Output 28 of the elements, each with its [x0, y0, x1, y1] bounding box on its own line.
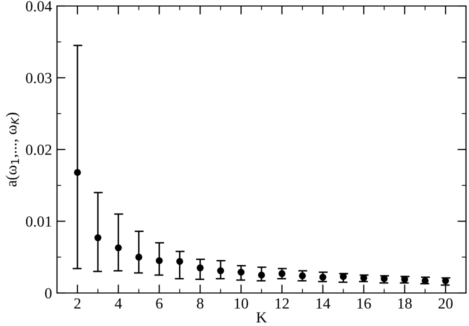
point	[340, 273, 347, 280]
point	[135, 254, 142, 261]
point	[217, 267, 224, 274]
y-tick-label: 0.02	[26, 144, 52, 156]
point	[74, 168, 81, 176]
point	[196, 264, 204, 272]
x-tick-label: 16	[357, 298, 371, 309]
y-tick-label: 0.04	[26, 1, 52, 12]
point	[94, 234, 102, 242]
x-tick-label: 18	[398, 298, 412, 309]
x-tick-label: 10	[234, 298, 248, 309]
point	[114, 244, 122, 252]
x-tick-label: 14	[316, 298, 330, 308]
point	[238, 268, 245, 276]
point	[156, 257, 163, 264]
x-tick-label: 12	[276, 298, 289, 308]
point	[176, 258, 184, 265]
y-tick-label: 0.01	[26, 216, 52, 227]
y-tick-label: 0	[45, 288, 52, 298]
x-tick-label: 2	[74, 298, 80, 308]
x-tick-label: 4	[114, 298, 122, 308]
y-axis-title: a(ω$_{1}$,..., ω$_{K}$)	[6, 112, 20, 186]
x-tick-label: 20	[438, 298, 453, 309]
y-tick-label: 0.03	[26, 72, 52, 84]
x-tick-label: 8	[196, 298, 204, 309]
x-axis-title: K	[256, 312, 267, 322]
x-tick-label: 6	[156, 298, 163, 309]
point	[258, 272, 265, 279]
